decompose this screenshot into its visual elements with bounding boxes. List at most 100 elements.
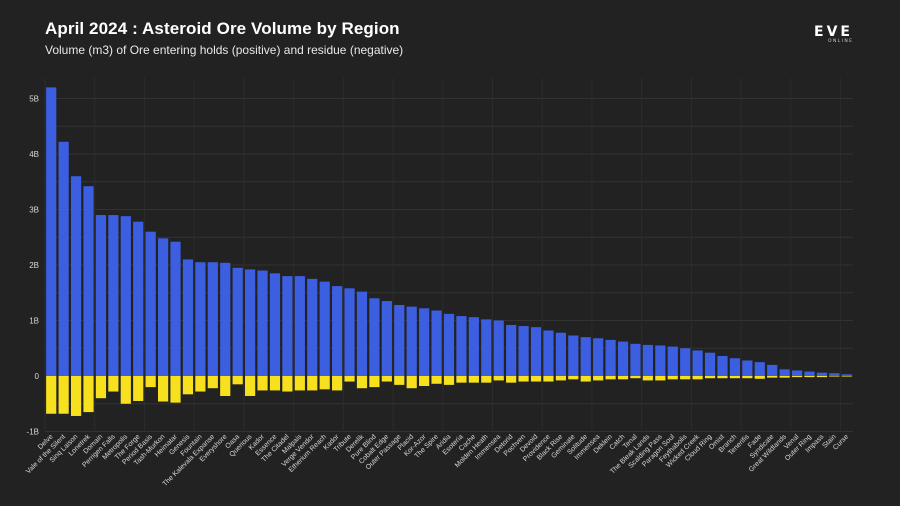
ore-volume-bar: [133, 221, 144, 376]
residue-bar: [655, 376, 666, 381]
ore-volume-bar: [493, 320, 504, 376]
residue-bar: [816, 376, 828, 378]
residue-bar: [195, 376, 206, 392]
ore-volume-bar: [443, 313, 455, 376]
residue-bar: [95, 376, 107, 399]
ore-volume-bar: [83, 186, 94, 376]
residue-bar: [568, 376, 579, 380]
residue-bar: [617, 376, 629, 380]
residue-bar: [642, 376, 653, 381]
ore-volume-bars: [46, 87, 852, 377]
ore-volume-bar: [95, 215, 107, 376]
ore-volume-bar: [456, 316, 467, 376]
ore-volume-bar: [431, 310, 442, 376]
y-tick-label: 5B: [29, 95, 39, 104]
ore-volume-bar: [195, 262, 206, 376]
chart-title: April 2024 : Asteroid Ore Volume by Regi…: [45, 19, 400, 38]
ore-volume-bar: [816, 372, 828, 376]
residue-bar: [269, 376, 281, 391]
chart-subtitle: Volume (m3) of Ore entering holds (posit…: [45, 43, 404, 57]
residue-bar: [742, 376, 753, 379]
residue-bar: [245, 376, 256, 396]
ore-volume-bar: [170, 241, 181, 376]
logo-wordmark: EVE: [814, 24, 853, 40]
ore-volume-bar: [630, 343, 641, 376]
eve-online-logo: EVE ONLINE: [814, 24, 866, 46]
y-tick-label: -1B: [27, 428, 39, 437]
residue-bar: [369, 376, 380, 388]
logo-subtitle: ONLINE: [828, 39, 854, 44]
residue-bar: [692, 376, 703, 380]
ore-volume-bar: [729, 358, 741, 376]
residue-bar: [319, 376, 330, 390]
residue-bar: [406, 376, 417, 389]
residue-bar: [506, 376, 517, 383]
ore-volume-bar: [245, 269, 256, 376]
ore-volume-bar: [530, 327, 542, 376]
residue-bar: [207, 376, 218, 389]
ore-volume-bar: [257, 270, 268, 376]
residue-bar: [543, 376, 554, 382]
residue-bar: [630, 376, 641, 379]
residue-bar: [704, 376, 716, 379]
y-tick-label: 0: [35, 372, 40, 381]
residue-bars: [46, 376, 852, 416]
ore-volume-bar: [232, 267, 243, 376]
ore-volume-bar: [207, 262, 218, 376]
ore-volume-bar: [829, 373, 840, 376]
residue-bar: [593, 376, 604, 381]
residue-bar: [157, 376, 169, 402]
residue-bar: [493, 376, 504, 381]
ore-volume-bar: [742, 360, 753, 376]
ore-volume-bar: [356, 291, 368, 376]
ore-volume-bar: [344, 288, 355, 376]
ore-volume-bar: [182, 259, 194, 376]
ore-volume-bar: [642, 344, 653, 376]
ore-volume-bar: [593, 338, 604, 376]
residue-bar: [481, 376, 492, 383]
residue-bar: [443, 376, 455, 385]
ore-volume-bar: [332, 286, 343, 376]
residue-bar: [841, 376, 852, 377]
residue-bar: [46, 376, 57, 414]
ore-volume-bar: [369, 298, 380, 376]
ore-volume-bar: [46, 87, 57, 377]
residue-bar: [767, 376, 778, 378]
ore-volume-bar: [108, 215, 119, 376]
residue-bar: [307, 376, 318, 391]
ore-volume-bar: [319, 281, 330, 376]
residue-bar: [58, 376, 69, 414]
residue-bar: [530, 376, 542, 382]
residue-bar: [419, 376, 430, 386]
residue-bar: [791, 376, 803, 378]
ore-volume-bar: [157, 238, 169, 376]
ore-volume-bar: [282, 276, 293, 376]
ore-volume-bar: [468, 317, 479, 376]
ore-volume-bar: [70, 176, 82, 376]
ore-volume-bar: [481, 319, 492, 376]
ore-volume-bar: [120, 216, 131, 376]
residue-bar: [332, 376, 343, 391]
grid-lines: [44, 78, 853, 432]
residue-bar: [170, 376, 181, 403]
ore-volume-bar: [704, 352, 716, 376]
residue-bar: [294, 376, 305, 391]
residue-bar: [468, 376, 479, 383]
ore-volume-bar: [543, 330, 554, 376]
y-tick-label: 2B: [29, 261, 39, 270]
ore-volume-bar: [605, 339, 616, 376]
ore-volume-bar: [804, 371, 815, 376]
y-tick-label: 1B: [29, 317, 39, 326]
residue-bar: [182, 376, 194, 395]
ore-volume-bar: [269, 273, 281, 376]
residue-bar: [282, 376, 293, 392]
y-axis-ticks: -1B 0 1B 2B 3B 4B 5B: [27, 95, 40, 437]
ore-volume-bar: [791, 370, 803, 376]
residue-bar: [518, 376, 529, 382]
residue-bar: [356, 376, 368, 389]
residue-bar: [729, 376, 741, 379]
residue-bar: [829, 376, 840, 377]
residue-bar: [680, 376, 691, 380]
ore-volume-bar: [145, 231, 156, 376]
